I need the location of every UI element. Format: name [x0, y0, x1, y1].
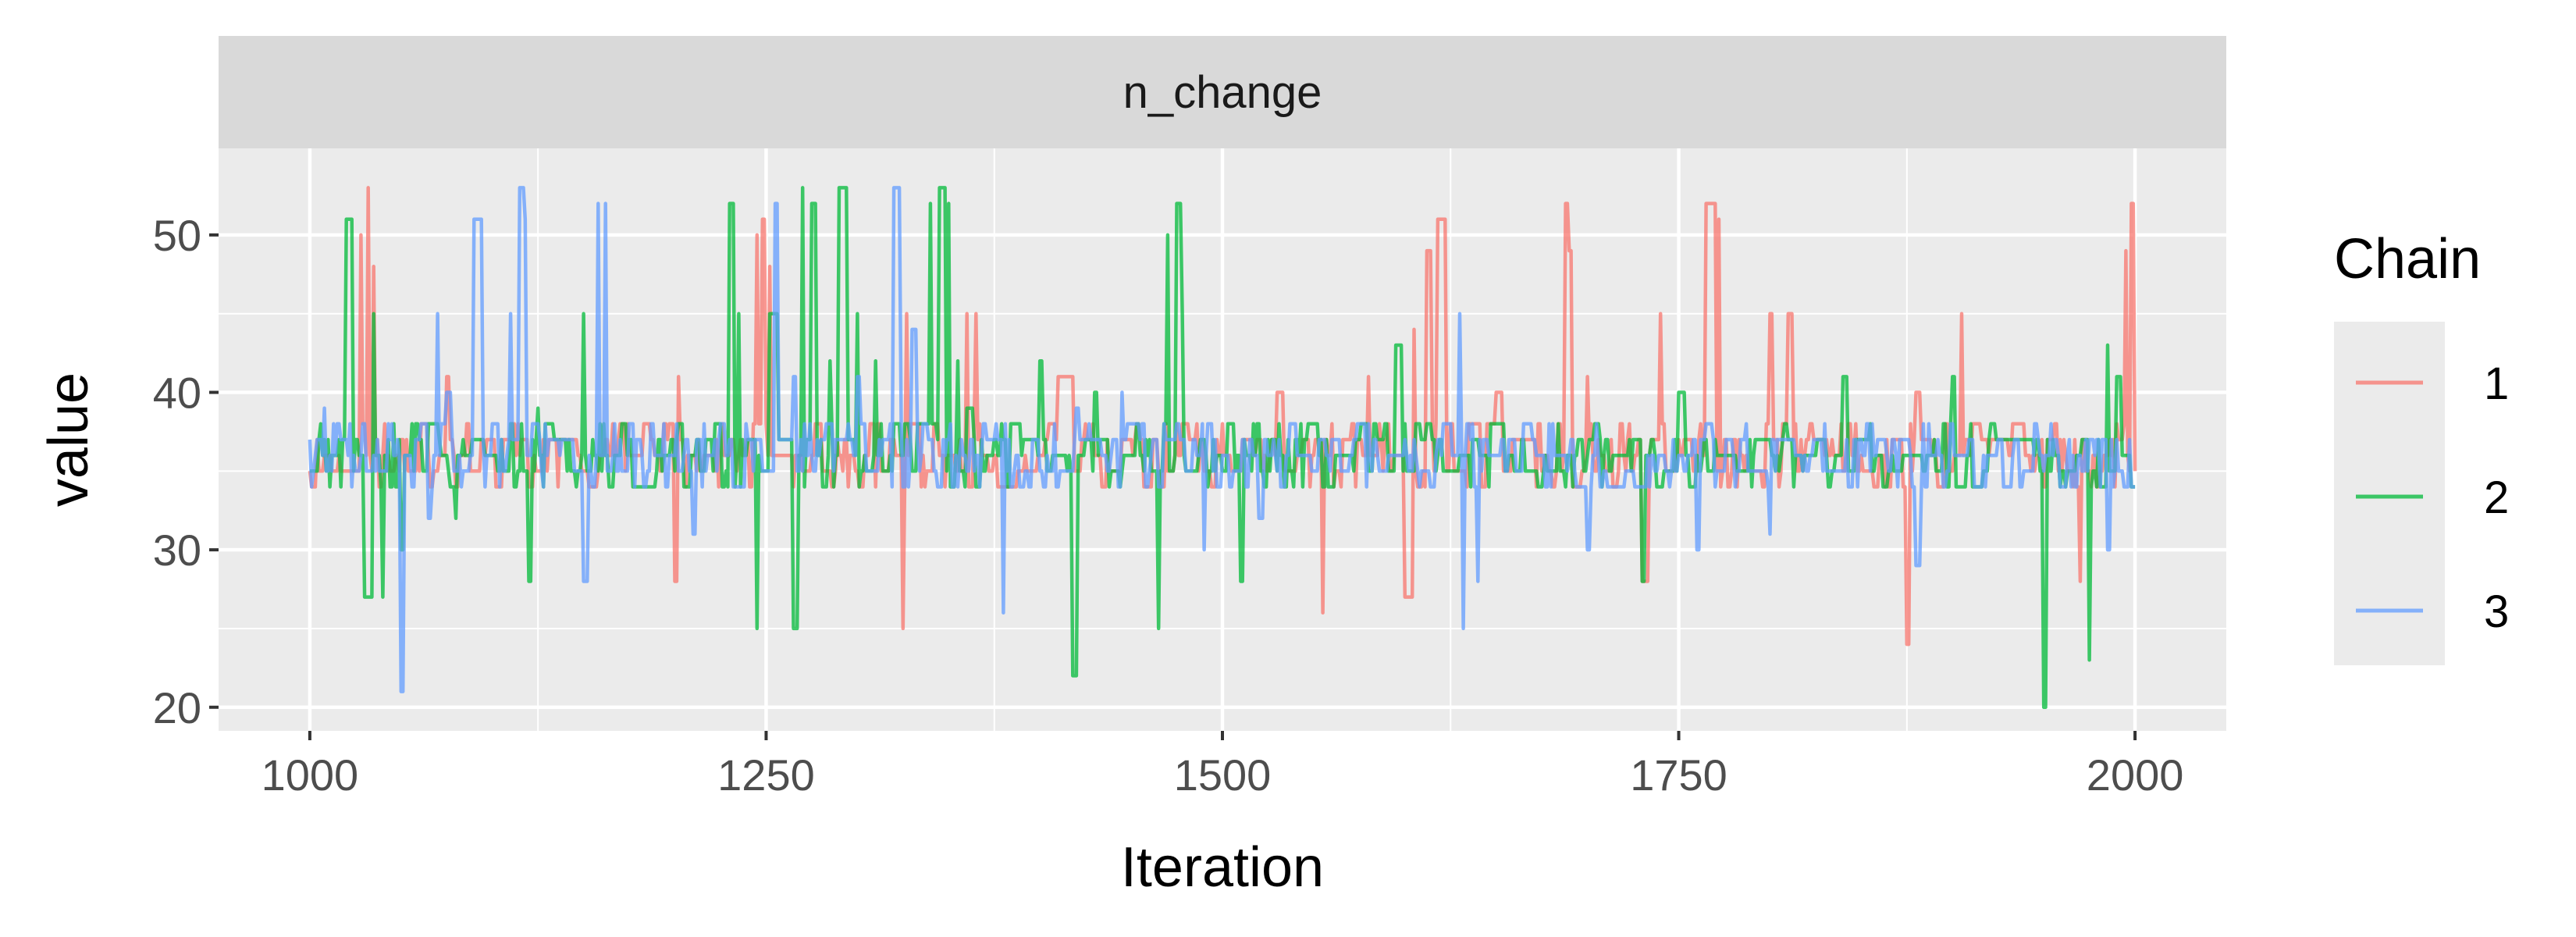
- legend-label-chain-2: 2: [2484, 472, 2509, 523]
- y-axis-title: value: [37, 372, 100, 507]
- x-tick-label: 1250: [717, 750, 815, 800]
- y-tick-label: 20: [153, 683, 201, 732]
- x-axis-title: Iteration: [1121, 836, 1324, 899]
- x-tick-label: 1750: [1630, 750, 1727, 800]
- facet-strip-label: n_change: [1123, 67, 1322, 118]
- x-tick-label: 1500: [1174, 750, 1272, 800]
- legend-title: Chain: [2334, 228, 2481, 290]
- legend-label-chain-1: 1: [2484, 358, 2509, 409]
- x-tick-label: 2000: [2087, 750, 2184, 800]
- y-tick-label: 30: [153, 526, 201, 575]
- x-axis: 1000 1250 1500 1750 2000: [262, 731, 2184, 800]
- x-tick-label: 1000: [262, 750, 359, 800]
- chain-3-line: [308, 186, 2136, 693]
- y-tick-label: 50: [153, 211, 201, 260]
- y-tick-label: 40: [153, 369, 201, 418]
- series-lines: [308, 186, 2137, 710]
- legend-key-background: [2334, 322, 2445, 665]
- legend: Chain 1 2 3: [2334, 228, 2509, 665]
- facet-strip: [219, 36, 2226, 148]
- legend-label-chain-3: 3: [2484, 586, 2509, 637]
- y-axis: 20 30 40 50: [153, 211, 219, 732]
